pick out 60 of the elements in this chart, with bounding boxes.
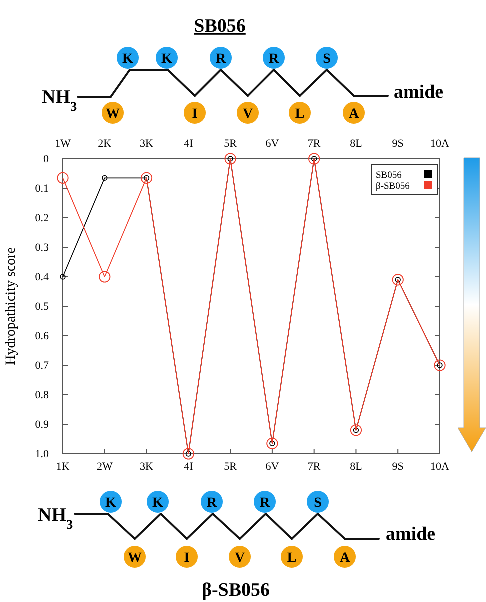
text: S [323,52,332,67]
text: amide [394,82,444,103]
text: W [106,107,120,122]
text: I [184,551,190,566]
x-tick-label: 2W [96,460,114,473]
text: L [295,107,305,122]
text: K [152,496,164,511]
x2-tick-label: 4I [184,138,194,150]
x-tick-label: 6V [266,460,280,473]
x2-tick-label: 1W [55,138,72,150]
text: R [268,52,280,67]
x-tick-label: 7R [308,460,322,473]
x2-tick-label: 2K [98,138,112,150]
text: NH$_{3}$ [38,505,74,532]
y-tick-label: 0.9 [35,419,50,432]
x-tick-label: 4I [184,460,194,473]
text: SB056 [194,16,246,37]
x-tick-label: 10A [430,460,450,473]
x2-tick-label: 5R [224,138,238,150]
text: V [242,107,254,122]
legend-label: SB056 [376,171,402,181]
y-tick-label: 0.3 [35,242,50,254]
y-tick-label: 0.1 [35,183,49,196]
x2-tick-label: 10A [430,138,450,150]
text: W [128,551,142,566]
x2-tick-label: 6V [266,138,280,150]
y-tick-label: 0.8 [35,390,50,402]
y-tick-label: 0.4 [35,272,50,284]
x2-tick-label: 3K [140,138,154,150]
text: β-SB056 [202,580,270,601]
x-tick-label: 8L [350,460,363,473]
text: NH$_{3}$ [42,87,78,114]
text: L [287,551,297,566]
x-tick-label: 1K [56,460,70,473]
x-tick-label: 3K [140,460,154,473]
y-tick-label: 0.7 [35,360,50,372]
y-tick-label: 0.5 [35,301,50,314]
text: S [314,496,322,511]
y-tick-label: 0 [44,154,50,166]
x-tick-label: 5R [224,460,238,473]
x2-tick-label: 8L [350,138,363,150]
text: R [260,496,271,511]
y-tick-label: 1.0 [35,448,50,461]
x2-tick-label: 7R [308,138,322,150]
text: K [162,52,173,67]
text: I [192,107,198,122]
x-tick-label: 9S [392,460,404,473]
x2-tick-label: 9S [392,138,404,150]
text: A [348,107,360,122]
text: amide [386,524,436,545]
text: R [206,496,218,511]
y-axis-title: Hydropathicity score [4,248,19,366]
text: V [234,551,246,566]
text: K [122,52,134,67]
legend-label: β-SB056 [376,182,410,192]
y-tick-label: 0.6 [35,330,50,343]
text: K [106,496,117,511]
text: A [340,551,351,566]
y-tick-label: 0.2 [35,212,49,225]
text: R [216,52,227,67]
